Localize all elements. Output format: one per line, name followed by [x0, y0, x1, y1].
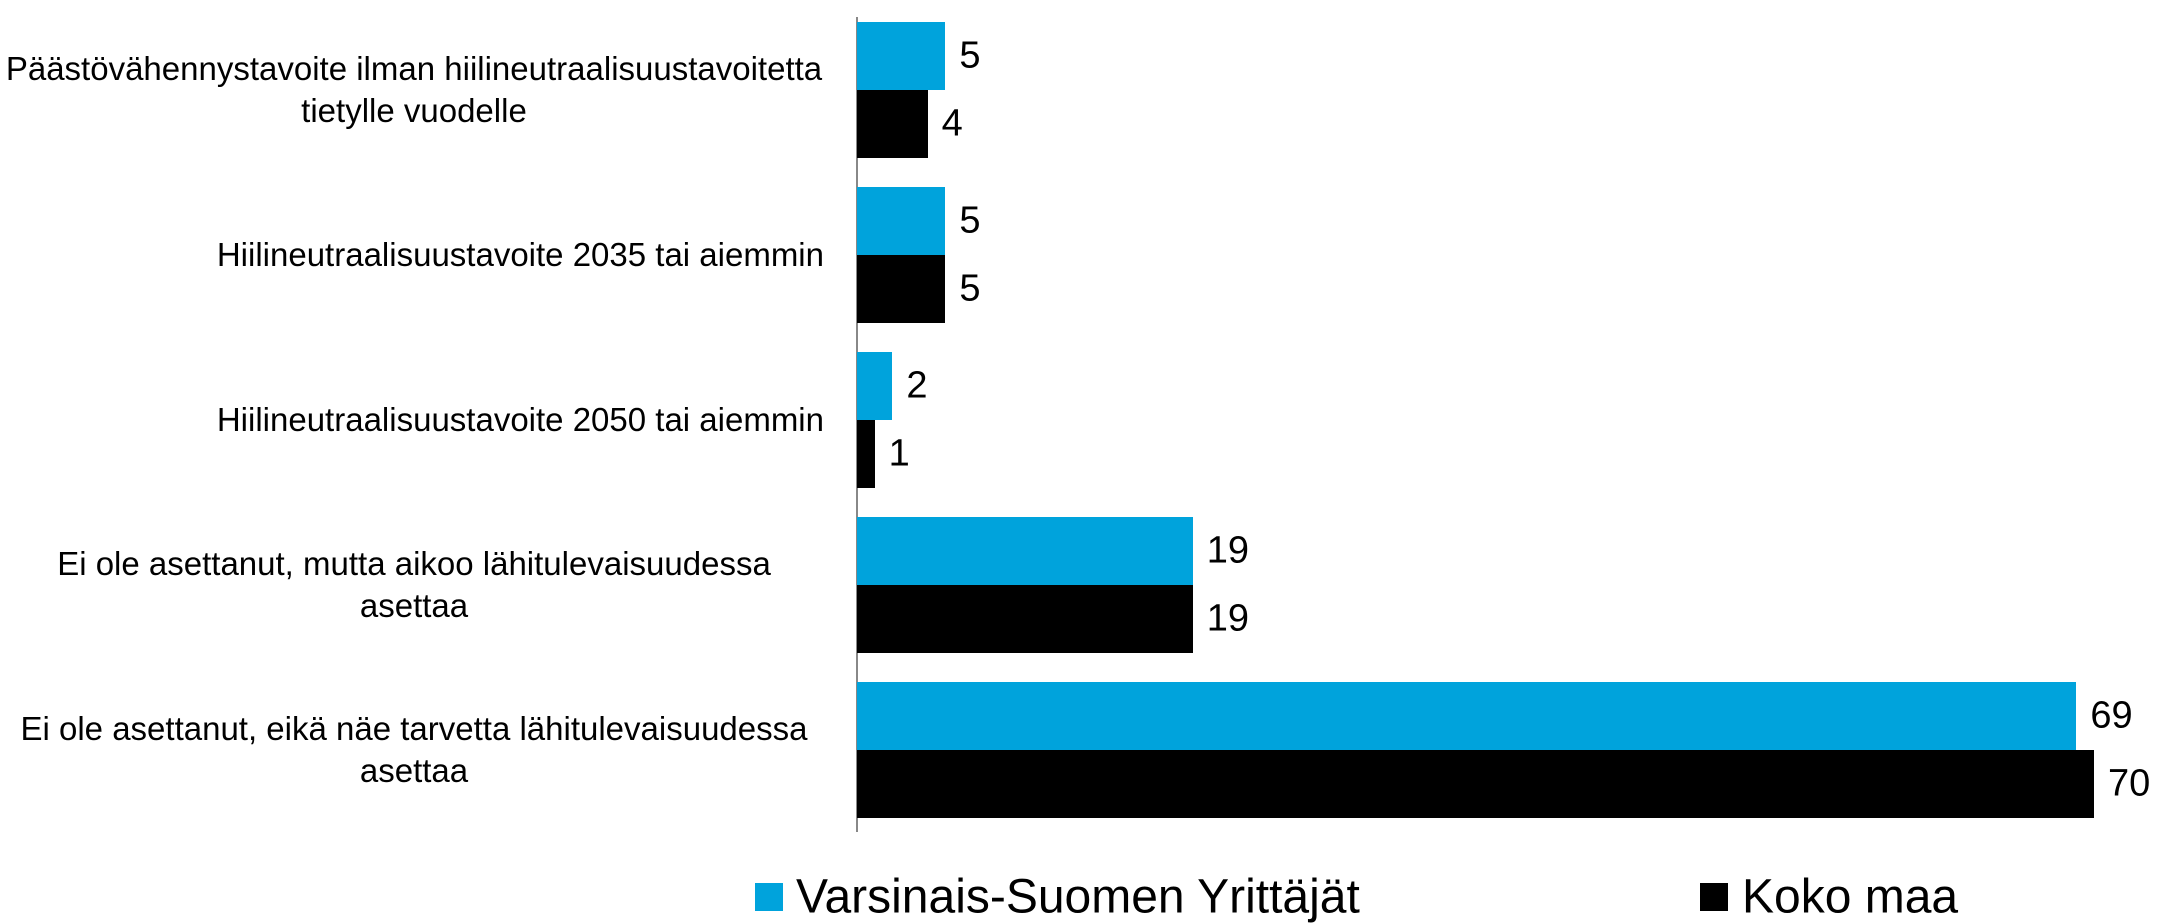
bar — [857, 187, 946, 255]
bar — [857, 682, 2077, 750]
legend-label: Varsinais-Suomen Yrittäjät — [796, 870, 1360, 924]
bar — [857, 255, 946, 323]
value-label: 1 — [888, 432, 910, 475]
legend-label: Koko maa — [1742, 870, 1959, 924]
legend-swatch — [1700, 883, 1728, 911]
legend-swatch — [755, 883, 783, 911]
bar — [857, 750, 2094, 818]
bar — [857, 585, 1193, 653]
value-label: 5 — [959, 267, 981, 310]
value-label: 4 — [941, 102, 963, 145]
category-label: Ei ole asettanut, mutta aikoo lähituleva… — [57, 545, 771, 624]
category-label: Hiilineutraalisuustavoite 2035 tai aiemm… — [216, 236, 824, 273]
bar — [857, 90, 928, 158]
value-label: 5 — [959, 199, 981, 242]
value-label: 5 — [959, 34, 981, 77]
bar — [857, 22, 946, 90]
category-label: Hiilineutraalisuustavoite 2050 tai aiemm… — [216, 401, 824, 438]
value-label: 19 — [1206, 597, 1250, 640]
category-label: Päästövähennystavoite ilman hiilineutraa… — [5, 50, 823, 129]
bar — [857, 420, 875, 488]
category-label: Ei ole asettanut, eikä näe tarvetta lähi… — [20, 710, 808, 789]
bar — [857, 517, 1193, 585]
value-label: 70 — [2108, 762, 2151, 805]
bar — [857, 352, 893, 420]
value-label: 19 — [1206, 529, 1250, 572]
value-label: 69 — [2090, 694, 2133, 737]
value-label: 2 — [906, 364, 928, 407]
